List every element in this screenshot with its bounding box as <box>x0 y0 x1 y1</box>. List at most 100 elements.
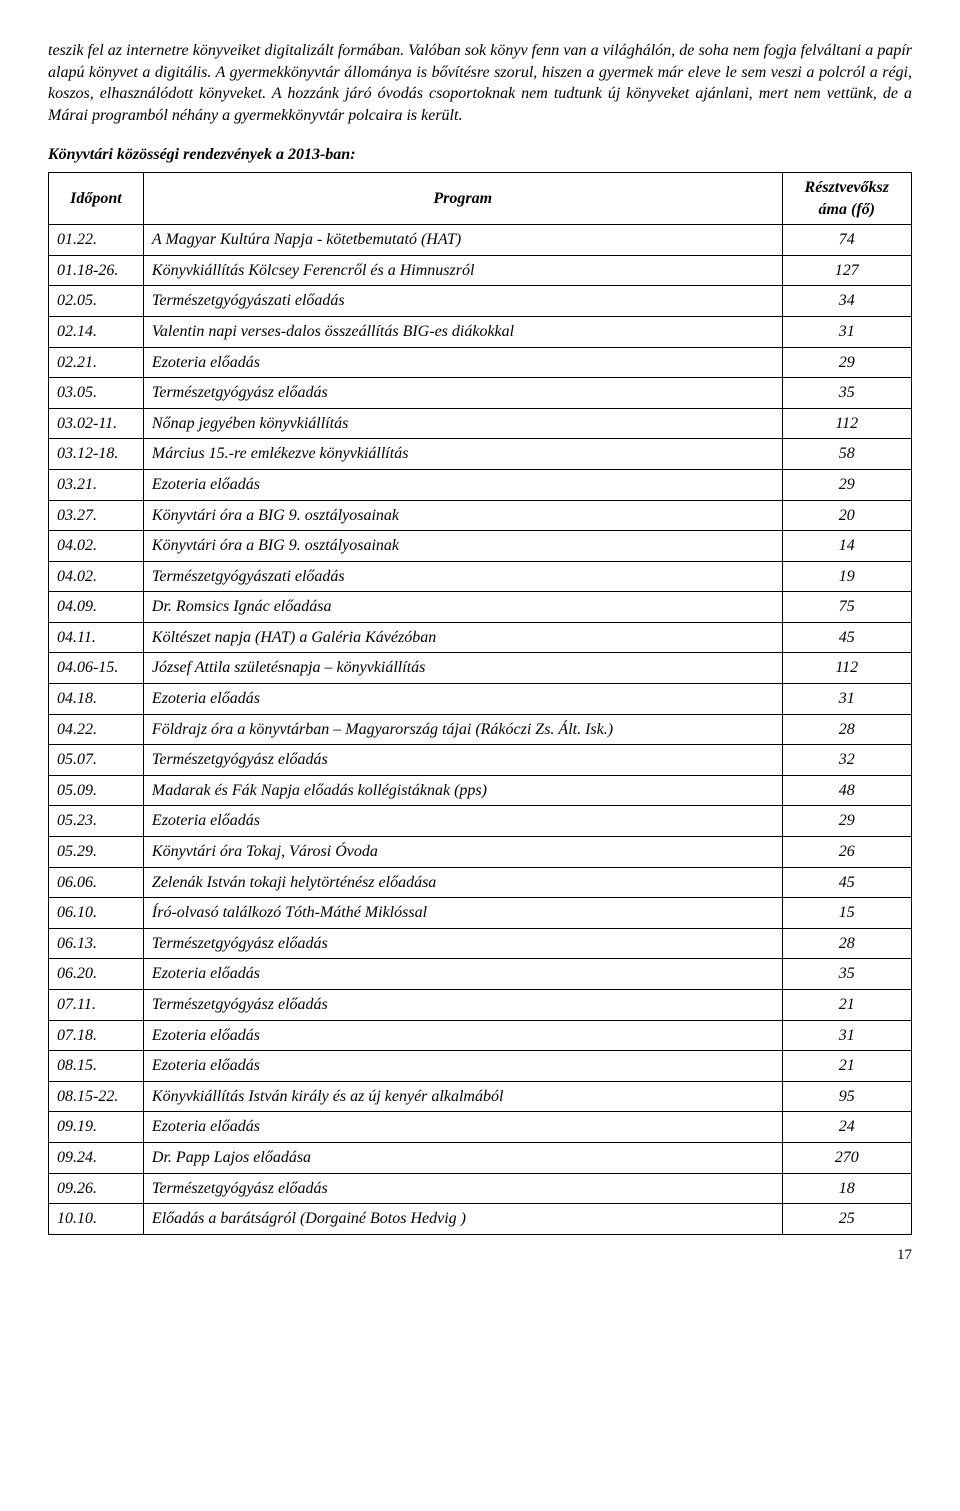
cell-date: 05.29. <box>49 837 144 868</box>
cell-program: Természetgyógyász előadás <box>143 990 782 1021</box>
cell-count: 31 <box>782 316 911 347</box>
cell-count: 25 <box>782 1204 911 1235</box>
cell-date: 04.06-15. <box>49 653 144 684</box>
cell-program: Ezoteria előadás <box>143 684 782 715</box>
table-row: 04.02.Könyvtári óra a BIG 9. osztályosai… <box>49 531 912 562</box>
cell-date: 06.10. <box>49 898 144 929</box>
cell-date: 02.14. <box>49 316 144 347</box>
cell-count: 32 <box>782 745 911 776</box>
table-row: 04.22.Földrajz óra a könyvtárban – Magya… <box>49 714 912 745</box>
cell-count: 19 <box>782 561 911 592</box>
cell-program: Ezoteria előadás <box>143 469 782 500</box>
cell-program: Ezoteria előadás <box>143 806 782 837</box>
table-row: 06.20.Ezoteria előadás35 <box>49 959 912 990</box>
cell-program: Ezoteria előadás <box>143 1020 782 1051</box>
cell-program: Dr. Romsics Ignác előadása <box>143 592 782 623</box>
cell-count: 29 <box>782 806 911 837</box>
table-row: 04.06-15.József Attila születésnapja – k… <box>49 653 912 684</box>
cell-date: 07.18. <box>49 1020 144 1051</box>
cell-program: Természetgyógyász előadás <box>143 1173 782 1204</box>
cell-count: 18 <box>782 1173 911 1204</box>
events-table: Időpont Program Résztvevőksz áma (fő) 01… <box>48 172 912 1235</box>
cell-count: 74 <box>782 225 911 256</box>
cell-count: 34 <box>782 286 911 317</box>
cell-date: 02.05. <box>49 286 144 317</box>
cell-count: 31 <box>782 1020 911 1051</box>
cell-count: 95 <box>782 1081 911 1112</box>
cell-count: 28 <box>782 928 911 959</box>
table-row: 05.07.Természetgyógyász előadás32 <box>49 745 912 776</box>
table-row: 04.09.Dr. Romsics Ignác előadása75 <box>49 592 912 623</box>
cell-program: Nőnap jegyében könyvkiállítás <box>143 408 782 439</box>
cell-date: 03.27. <box>49 500 144 531</box>
header-program: Program <box>143 172 782 224</box>
cell-date: 01.22. <box>49 225 144 256</box>
cell-program: Könyvkiállítás Kölcsey Ferencről és a Hi… <box>143 255 782 286</box>
cell-date: 09.26. <box>49 1173 144 1204</box>
table-row: 07.11.Természetgyógyász előadás21 <box>49 990 912 1021</box>
cell-date: 05.23. <box>49 806 144 837</box>
cell-count: 21 <box>782 990 911 1021</box>
cell-program: Természetgyógyász előadás <box>143 745 782 776</box>
cell-program: Író-olvasó találkozó Tóth-Máthé Miklóssa… <box>143 898 782 929</box>
table-row: 06.10.Író-olvasó találkozó Tóth-Máthé Mi… <box>49 898 912 929</box>
cell-date: 01.18-26. <box>49 255 144 286</box>
cell-date: 03.12-18. <box>49 439 144 470</box>
table-row: 01.18-26.Könyvkiállítás Kölcsey Ferencrő… <box>49 255 912 286</box>
cell-count: 48 <box>782 775 911 806</box>
table-row: 05.23.Ezoteria előadás29 <box>49 806 912 837</box>
cell-date: 04.02. <box>49 531 144 562</box>
table-row: 01.22.A Magyar Kultúra Napja - kötetbemu… <box>49 225 912 256</box>
cell-program: Ezoteria előadás <box>143 1051 782 1082</box>
cell-program: Költészet napja (HAT) a Galéria Kávézóba… <box>143 622 782 653</box>
cell-date: 06.20. <box>49 959 144 990</box>
table-row: 03.02-11.Nőnap jegyében könyvkiállítás11… <box>49 408 912 439</box>
table-row: 02.14.Valentin napi verses-dalos összeál… <box>49 316 912 347</box>
cell-date: 02.21. <box>49 347 144 378</box>
cell-count: 14 <box>782 531 911 562</box>
cell-program: József Attila születésnapja – könyvkiáll… <box>143 653 782 684</box>
page-number: 17 <box>48 1245 912 1265</box>
cell-count: 35 <box>782 959 911 990</box>
cell-date: 09.19. <box>49 1112 144 1143</box>
table-row: 05.09.Madarak és Fák Napja előadás kollé… <box>49 775 912 806</box>
cell-program: Könyvkiállítás István király és az új ke… <box>143 1081 782 1112</box>
cell-count: 112 <box>782 408 911 439</box>
cell-program: Valentin napi verses-dalos összeállítás … <box>143 316 782 347</box>
cell-count: 15 <box>782 898 911 929</box>
cell-count: 24 <box>782 1112 911 1143</box>
cell-program: Könyvtári óra a BIG 9. osztályosainak <box>143 500 782 531</box>
cell-date: 04.22. <box>49 714 144 745</box>
header-date: Időpont <box>49 172 144 224</box>
cell-count: 29 <box>782 469 911 500</box>
cell-count: 28 <box>782 714 911 745</box>
cell-program: Ezoteria előadás <box>143 347 782 378</box>
cell-program: Természetgyógyászati előadás <box>143 561 782 592</box>
table-row: 07.18.Ezoteria előadás31 <box>49 1020 912 1051</box>
table-row: 04.02.Természetgyógyászati előadás19 <box>49 561 912 592</box>
table-row: 09.19.Ezoteria előadás24 <box>49 1112 912 1143</box>
cell-count: 45 <box>782 867 911 898</box>
cell-date: 03.02-11. <box>49 408 144 439</box>
cell-program: Természetgyógyász előadás <box>143 378 782 409</box>
table-header-row: Időpont Program Résztvevőksz áma (fő) <box>49 172 912 224</box>
cell-program: Előadás a barátságról (Dorgainé Botos He… <box>143 1204 782 1235</box>
table-row: 06.13.Természetgyógyász előadás28 <box>49 928 912 959</box>
cell-count: 58 <box>782 439 911 470</box>
cell-program: A Magyar Kultúra Napja - kötetbemutató (… <box>143 225 782 256</box>
header-count: Résztvevőksz áma (fő) <box>782 172 911 224</box>
cell-date: 07.11. <box>49 990 144 1021</box>
cell-program: Könyvtári óra a BIG 9. osztályosainak <box>143 531 782 562</box>
cell-count: 20 <box>782 500 911 531</box>
cell-date: 08.15. <box>49 1051 144 1082</box>
table-row: 08.15-22.Könyvkiállítás István király és… <box>49 1081 912 1112</box>
cell-date: 06.13. <box>49 928 144 959</box>
cell-count: 21 <box>782 1051 911 1082</box>
table-row: 03.12-18.Március 15.-re emlékezve könyvk… <box>49 439 912 470</box>
table-row: 09.26.Természetgyógyász előadás18 <box>49 1173 912 1204</box>
cell-program: Könyvtári óra Tokaj, Városi Óvoda <box>143 837 782 868</box>
cell-date: 04.09. <box>49 592 144 623</box>
cell-count: 26 <box>782 837 911 868</box>
cell-count: 112 <box>782 653 911 684</box>
cell-count: 29 <box>782 347 911 378</box>
